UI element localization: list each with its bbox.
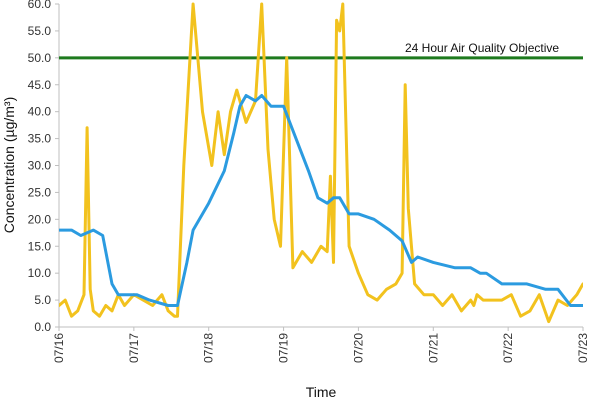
y-tick-label: 20.0 bbox=[28, 212, 52, 226]
y-tick-label: 15.0 bbox=[28, 239, 52, 253]
x-axis-title: Time bbox=[306, 384, 337, 400]
y-tick-label: 35.0 bbox=[28, 132, 52, 146]
x-tick-label: 07/19 bbox=[277, 333, 291, 363]
reference-line-label: 24 Hour Air Quality Objective bbox=[405, 41, 559, 55]
y-tick-label: 55.0 bbox=[28, 24, 52, 38]
x-tick-label: 07/17 bbox=[127, 333, 141, 363]
y-tick-label: 0.0 bbox=[34, 320, 51, 334]
y-axis-title: Concentration (µg/m³) bbox=[1, 97, 17, 233]
series-line-1 bbox=[59, 2, 583, 324]
x-tick-label: 07/20 bbox=[351, 333, 365, 363]
x-tick-label: 07/23 bbox=[576, 333, 590, 363]
y-tick-label: 10.0 bbox=[28, 266, 52, 280]
y-tick-label: 45.0 bbox=[28, 78, 52, 92]
x-tick-label: 07/18 bbox=[202, 333, 216, 363]
y-tick-label: 60.0 bbox=[28, 0, 52, 11]
y-tick-label: 40.0 bbox=[28, 105, 52, 119]
x-axis: 07/16 07/17 07/18 07/19 07/20 07/21 07/22 07/23 bbox=[52, 326, 590, 363]
y-axis: 0.0 5.0 10.0 15.0 20.0 25.0 30.0 35.0 40.0 45.0 50… bbox=[28, 0, 60, 334]
x-tick-label: 07/21 bbox=[426, 333, 440, 363]
series-group bbox=[59, 2, 583, 324]
series-line-2 bbox=[59, 94, 583, 307]
y-tick-label: 50.0 bbox=[28, 51, 52, 65]
x-tick-label: 07/22 bbox=[501, 333, 515, 363]
x-tick-label: 07/16 bbox=[52, 333, 66, 363]
y-tick-label: 5.0 bbox=[34, 293, 51, 307]
y-tick-label: 30.0 bbox=[28, 159, 52, 173]
y-tick-label: 25.0 bbox=[28, 185, 52, 199]
